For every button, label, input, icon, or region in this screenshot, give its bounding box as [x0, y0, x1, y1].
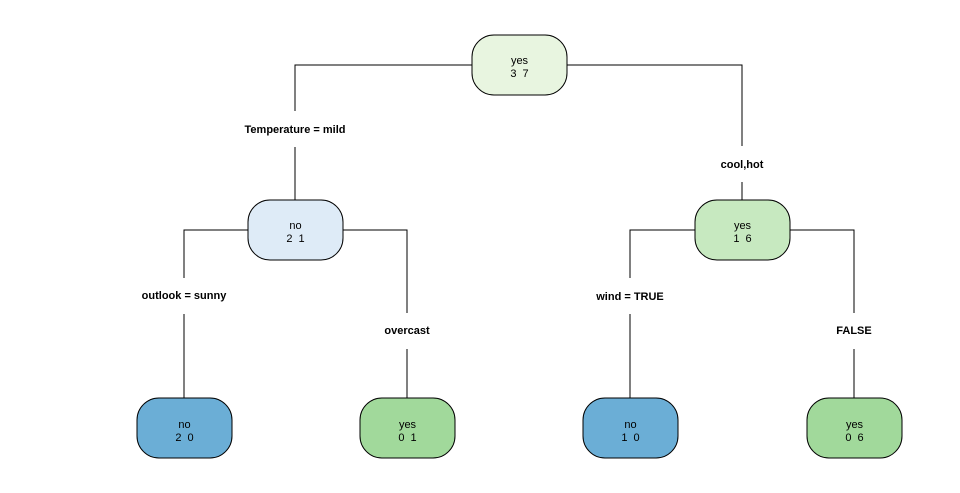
node-counts-left-left: 2 0: [175, 432, 193, 444]
node-counts-right: 1 6: [733, 233, 751, 245]
split-labels: Temperature = mild cool,hot outlook = su…: [134, 111, 878, 349]
tree-node-right: yes 1 6: [694, 199, 791, 261]
tree-leaf-right-right: yes 0 6: [806, 397, 903, 459]
edge-root-left: [294, 64, 472, 200]
node-class-right-right: yes: [846, 419, 864, 431]
node-box-left: [247, 199, 344, 261]
tree-leaf-left-right: yes 0 1: [359, 397, 456, 459]
split-label-root-left: Temperature = mild: [245, 124, 346, 136]
node-counts-root: 3 7: [510, 68, 528, 80]
node-class-left: no: [289, 220, 301, 232]
node-box-left-right: [359, 397, 456, 459]
node-counts-right-right: 0 6: [845, 432, 863, 444]
split-label-left-left: outlook = sunny: [142, 290, 228, 302]
tree-leaf-right-left: no 1 0: [582, 397, 679, 459]
edge-left-left: [183, 229, 248, 398]
node-class-left-right: yes: [399, 419, 417, 431]
tree-node-root: yes 3 7: [471, 34, 568, 96]
node-counts-right-left: 1 0: [621, 432, 639, 444]
tree-node-left: no 2 1: [247, 199, 344, 261]
node-box-right: [694, 199, 791, 261]
edge-right-left: [629, 229, 695, 398]
node-class-left-left: no: [178, 419, 190, 431]
node-counts-left: 2 1: [286, 233, 304, 245]
node-class-right: yes: [734, 220, 752, 232]
node-box-root: [471, 34, 568, 96]
node-counts-left-right: 0 1: [398, 432, 416, 444]
node-box-right-left: [582, 397, 679, 459]
tree-leaf-left-left: no 2 0: [136, 397, 233, 459]
split-label-right-right: FALSE: [836, 325, 871, 337]
split-label-left-right: overcast: [384, 325, 430, 337]
split-label-right-left: wind = TRUE: [595, 291, 664, 303]
node-box-left-left: [136, 397, 233, 459]
node-class-right-left: no: [624, 419, 636, 431]
node-class-root: yes: [511, 55, 529, 67]
tree-edges: [183, 64, 855, 398]
split-label-root-right: cool,hot: [721, 159, 764, 171]
node-box-right-right: [806, 397, 903, 459]
